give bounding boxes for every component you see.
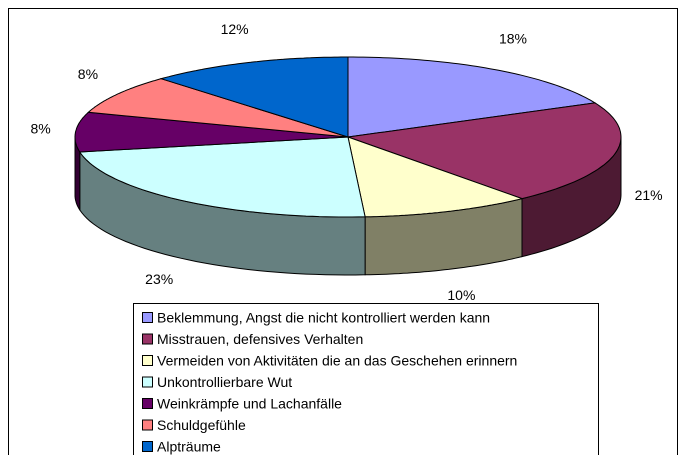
data-label: 10% [447, 287, 475, 303]
slice [87, 78, 349, 138]
data-label: 23% [145, 271, 173, 287]
legend-label: Schuldgefühle [157, 417, 246, 433]
legend-swatch [142, 333, 153, 345]
legend-label: Alpträume [157, 439, 221, 455]
data-label: 8% [78, 66, 98, 82]
legend-swatch [142, 419, 153, 431]
legend-label: Vermeiden von Aktivitäten die an das Ges… [157, 353, 517, 369]
slice [74, 111, 349, 153]
slice [347, 102, 622, 200]
data-label: 18% [499, 31, 527, 47]
legend-swatch [142, 312, 153, 323]
legend-box [133, 303, 599, 455]
legend-swatch [142, 441, 153, 452]
legend-swatch [142, 376, 153, 388]
slice [78, 136, 366, 218]
legend-swatch [142, 398, 153, 409]
data-label: 8% [30, 121, 50, 137]
data-label: 12% [221, 21, 249, 37]
slice [347, 136, 524, 218]
legend-swatch [142, 355, 153, 366]
slice [159, 56, 349, 138]
slice [347, 56, 597, 138]
legend-label: Weinkrämpfe und Lachanfälle [157, 396, 342, 412]
legend-label: Misstrauen, defensives Verhalten [157, 331, 363, 347]
legend-label: Beklemmung, Angst die nicht kontrolliert… [157, 310, 490, 326]
legend-label: Unkontrollierbare Wut [157, 374, 292, 390]
data-label: 21% [635, 187, 663, 203]
